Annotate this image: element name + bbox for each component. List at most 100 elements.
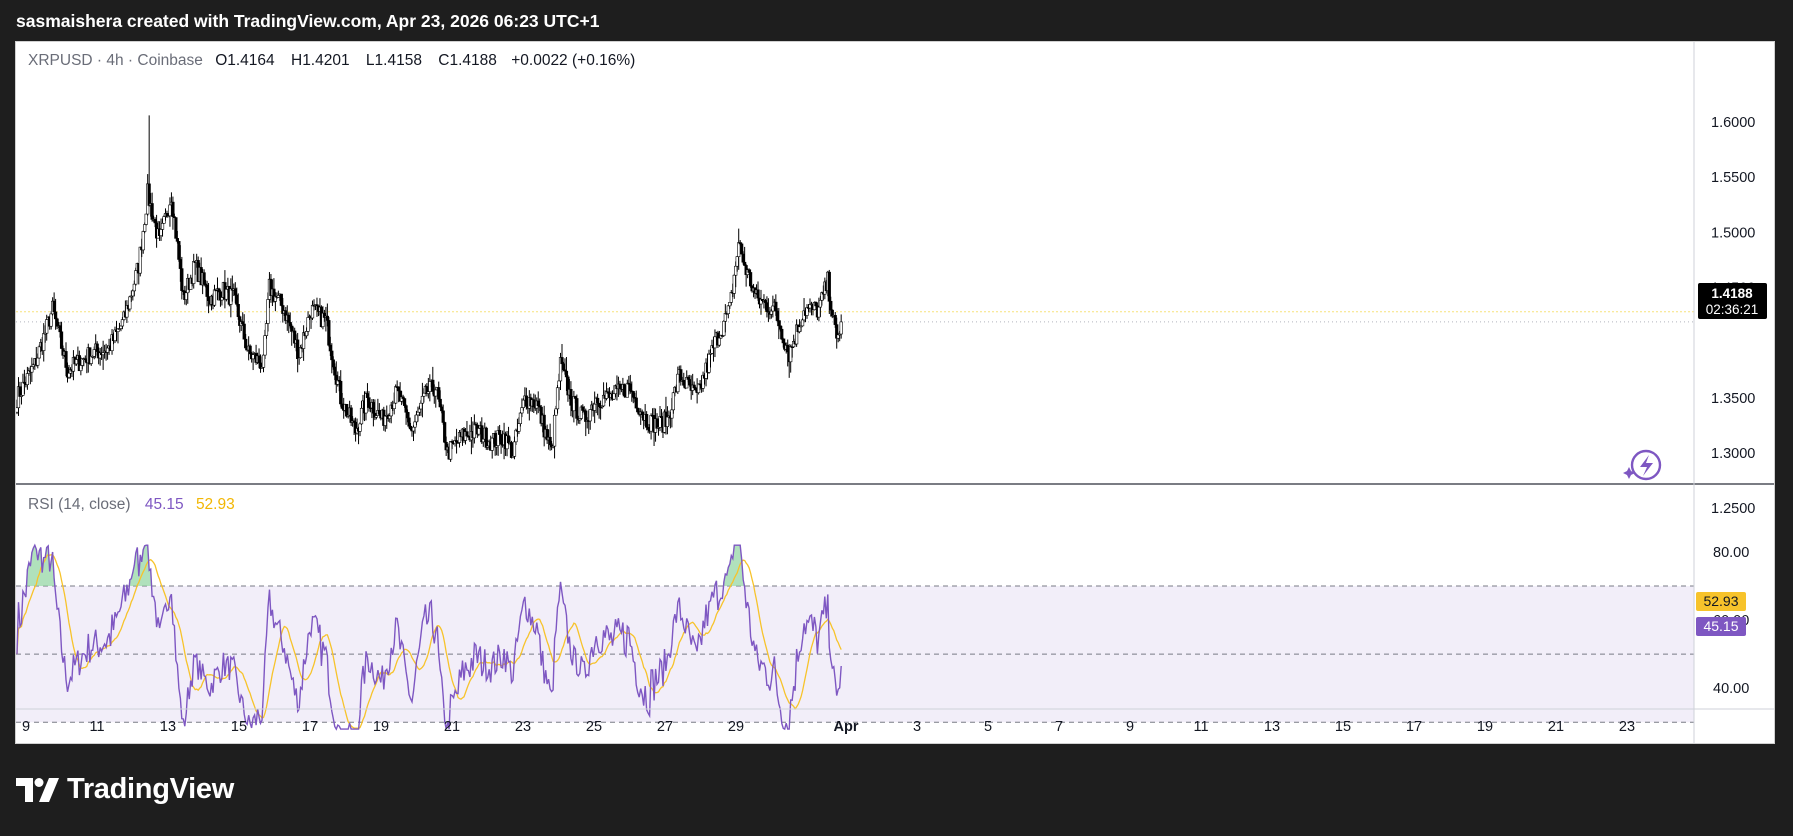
candle-body	[625, 382, 629, 398]
candle-body	[101, 352, 105, 356]
candle-body	[493, 433, 497, 448]
candle-body	[330, 350, 334, 361]
candle-body	[584, 410, 588, 422]
time-tick-label: 7	[1055, 719, 1063, 735]
lightning-icon[interactable]	[1623, 449, 1662, 481]
candle-body	[134, 270, 138, 285]
rsi-badge-value: 45.15	[1703, 618, 1738, 634]
candle-body	[408, 425, 413, 430]
candle-body	[692, 384, 696, 389]
candle-body	[42, 333, 46, 351]
rsi-ma-line	[16, 553, 842, 730]
chart-svg[interactable]: 1.60001.55001.50001.45001.35001.30001.25…	[15, 42, 1774, 743]
candle-body	[306, 317, 310, 332]
candle-body	[264, 323, 269, 336]
candle-body	[777, 320, 781, 327]
candle-body	[827, 271, 831, 302]
candle-body	[789, 346, 793, 363]
candle-body	[310, 304, 315, 319]
time-tick-label: 5	[984, 719, 992, 735]
candle-body	[484, 427, 488, 448]
candle-body	[509, 442, 514, 458]
rsi-line	[16, 543, 842, 731]
candle-body	[159, 229, 163, 237]
candle-body	[120, 319, 125, 327]
candle-body	[180, 268, 184, 291]
rsi-tick-label: 40.00	[1713, 681, 1749, 697]
candle-body	[95, 343, 99, 352]
candle-body	[707, 353, 711, 373]
low-value: 1.4158	[375, 52, 422, 69]
candle-body	[748, 272, 753, 287]
candle-body	[596, 397, 600, 404]
candle-body	[763, 300, 768, 303]
high-label: H	[291, 52, 302, 69]
candle-body	[388, 415, 392, 420]
candle-body	[521, 399, 525, 408]
candle-body	[722, 320, 726, 336]
candle-body	[645, 414, 649, 428]
time-tick-label: 13	[160, 719, 176, 735]
candle-body	[836, 334, 840, 339]
candle-body	[340, 403, 344, 409]
candle-body	[438, 398, 442, 408]
candle-body	[202, 272, 206, 285]
candle-body	[472, 423, 476, 439]
candle-body	[640, 411, 644, 416]
candle-body	[235, 294, 239, 305]
candle-body	[224, 288, 228, 300]
candle-body	[557, 380, 561, 389]
open-value: 1.4164	[227, 52, 275, 69]
rsi-value-badge: 45.15	[1696, 617, 1746, 636]
candle-body	[449, 441, 453, 460]
candle-body	[55, 318, 59, 327]
candle-body	[287, 314, 291, 323]
candle-body	[405, 411, 410, 419]
price-tick-label: 1.5000	[1711, 225, 1755, 241]
price-tick-label: 1.3000	[1711, 446, 1755, 462]
candle-body	[747, 269, 751, 273]
candle-body	[732, 274, 736, 294]
candle-body	[554, 408, 558, 416]
candle-body	[299, 347, 303, 358]
candle-body	[184, 292, 188, 300]
candle-body	[786, 345, 790, 353]
rsi-tick-label: 80.00	[1713, 545, 1749, 561]
candle-body	[499, 434, 503, 445]
candle-body	[162, 216, 166, 224]
candle-body	[717, 337, 722, 346]
time-tick-label: 13	[1264, 719, 1280, 735]
candle-body	[434, 389, 438, 397]
change-value: +0.0022 (+0.16%)	[511, 52, 635, 69]
candle-body	[37, 346, 41, 359]
candle-body	[636, 407, 640, 413]
rsi-ma-value: 52.93	[196, 496, 235, 513]
candle-body	[138, 246, 142, 274]
candle-body	[729, 292, 733, 303]
candle-body	[665, 416, 670, 427]
candle-body	[175, 238, 179, 242]
candle-body	[128, 296, 132, 310]
tradingview-logo[interactable]: TradingView	[16, 773, 234, 806]
candle-body	[241, 321, 245, 325]
candle-body	[407, 417, 411, 427]
candle-body	[518, 412, 523, 424]
price-tick-label: 1.3500	[1711, 391, 1755, 407]
candle-body	[741, 253, 745, 263]
candle-body	[622, 384, 626, 397]
candle-body	[59, 331, 64, 349]
rsi-pane[interactable]	[16, 543, 1694, 731]
rsi-label: RSI (14, close)	[28, 496, 131, 513]
candle-body	[220, 297, 224, 301]
candle-body	[331, 359, 335, 368]
candle-body	[30, 366, 34, 373]
candle-body	[564, 370, 569, 378]
candle-body	[465, 431, 469, 437]
candle-body	[413, 421, 417, 428]
candle-body	[737, 242, 741, 257]
candle-body	[631, 391, 635, 398]
candle-body	[646, 427, 650, 430]
price-pane[interactable]	[15, 115, 1694, 462]
chart-panel[interactable]: 1.60001.55001.50001.45001.35001.30001.25…	[15, 41, 1775, 744]
candle-body	[74, 359, 78, 365]
